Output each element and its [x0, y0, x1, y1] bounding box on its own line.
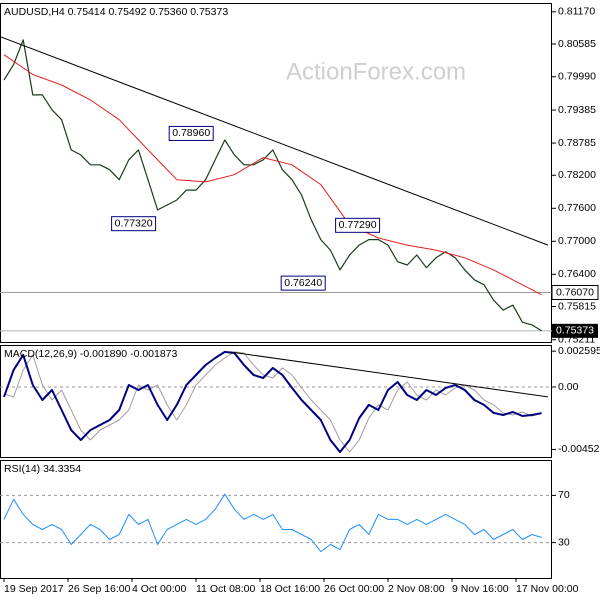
y-tick-label: 0.78200 — [558, 169, 596, 181]
y-tick-label: 0.81170 — [558, 6, 595, 18]
annotation-box — [335, 217, 381, 233]
x-tick-label: 17 Nov 00:00 — [516, 583, 579, 595]
series-line — [3, 350, 542, 453]
panel-title: RSI(14) 34.3354 — [4, 463, 81, 475]
y-tick-label: -0.004522 — [558, 443, 600, 455]
panel-title: AUDUSD,H4 0.75414 0.75492 0.75360 0.7537… — [4, 6, 228, 18]
x-tick-label: 19 Sep 2017 — [4, 583, 64, 595]
panel-frame — [0, 345, 552, 458]
series-line — [0, 36, 549, 246]
last-price-label: 0.75373 — [556, 325, 594, 337]
annotation-box — [168, 125, 214, 141]
annotation-label: 0.77320 — [115, 217, 153, 229]
last-price-tag — [552, 323, 598, 338]
x-tick-label: 2 Nov 08:00 — [388, 583, 445, 595]
level-tag — [551, 284, 599, 300]
y-tick-label: 0.002595 — [558, 345, 600, 357]
y-tick-label: 0.78785 — [558, 137, 596, 149]
series-line — [3, 493, 542, 553]
panel-frame — [0, 3, 552, 343]
y-tick-label: 0.76400 — [558, 268, 596, 280]
y-tick-label: 0.79990 — [558, 71, 596, 83]
y-tick-label: 0.79385 — [558, 104, 596, 116]
x-tick-label: 4 Oct 00:00 — [132, 583, 186, 595]
watermark: ActionForex.com — [286, 58, 466, 85]
x-tick-label: 26 Oct 00:00 — [324, 583, 384, 595]
series-line — [3, 39, 542, 332]
annotation-label: 0.76240 — [284, 277, 322, 289]
x-tick-label: 26 Sep 16:00 — [68, 583, 131, 595]
panel-title: MACD(12,26,9) -0.001890 -0.001873 — [4, 348, 178, 360]
y-tick-label: 0.77600 — [558, 202, 596, 214]
y-tick-label: 0.00 — [558, 381, 579, 393]
series-line — [229, 351, 549, 398]
y-tick-label: 0.75815 — [558, 300, 596, 312]
annotation-label: 0.77290 — [339, 219, 377, 231]
series-line — [3, 351, 542, 453]
annotation-label: 0.78960 — [172, 127, 210, 139]
annotation-box — [280, 275, 326, 291]
y-tick-label: 70 — [558, 489, 570, 501]
x-tick-label: 9 Nov 16:00 — [452, 583, 509, 595]
x-tick-label: 11 Oct 08:00 — [196, 583, 256, 595]
y-tick-label: 0.77000 — [558, 235, 596, 247]
x-tick-label: 18 Oct 16:00 — [260, 583, 320, 595]
y-tick-label: 30 — [558, 536, 570, 548]
level-label: 0.76070 — [556, 286, 594, 298]
panel-frame — [0, 460, 552, 579]
series-line — [3, 54, 542, 296]
y-tick-label: 0.80585 — [558, 38, 596, 50]
annotation-box — [111, 216, 157, 232]
